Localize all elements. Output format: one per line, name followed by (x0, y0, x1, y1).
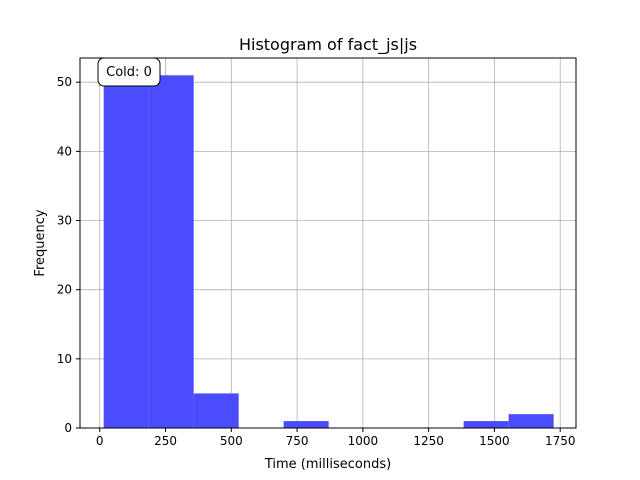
y-tick-label: 0 (64, 421, 72, 435)
y-tick-label: 40 (57, 144, 72, 158)
y-tick-label: 50 (57, 75, 72, 89)
annotation-box (97, 57, 161, 87)
histogram-bar (283, 421, 329, 428)
histogram-bar (193, 393, 239, 428)
x-tick-label: 1500 (479, 434, 510, 448)
annotation-text: Cold: 0 (106, 65, 152, 80)
y-axis-ticks: 0 10 20 30 40 50 (57, 75, 80, 435)
x-tick-label: 0 (96, 434, 104, 448)
plot-frame (79, 57, 577, 429)
chart-title: Histogram of fact_js|js (239, 35, 417, 55)
y-tick-label: 10 (57, 352, 72, 366)
y-axis-label: Frequency (33, 209, 48, 276)
y-tick-label: 20 (57, 283, 72, 297)
x-tick-label: 1250 (413, 434, 444, 448)
x-tick-label: 1750 (545, 434, 576, 448)
histogram-bar (463, 421, 509, 428)
x-tick-label: 1000 (348, 434, 379, 448)
histogram-bar (148, 75, 194, 428)
histogram-bars (103, 75, 554, 428)
x-tick-label: 500 (220, 434, 243, 448)
x-tick-label: 250 (154, 434, 177, 448)
histogram-bar (508, 414, 554, 428)
y-tick-label: 30 (57, 214, 72, 228)
x-axis-label: Time (milliseconds) (264, 457, 391, 472)
x-tick-label: 750 (286, 434, 309, 448)
x-axis-ticks: 0 250 500 750 1000 1250 1500 1750 (96, 428, 576, 448)
histogram-bar (103, 75, 149, 428)
